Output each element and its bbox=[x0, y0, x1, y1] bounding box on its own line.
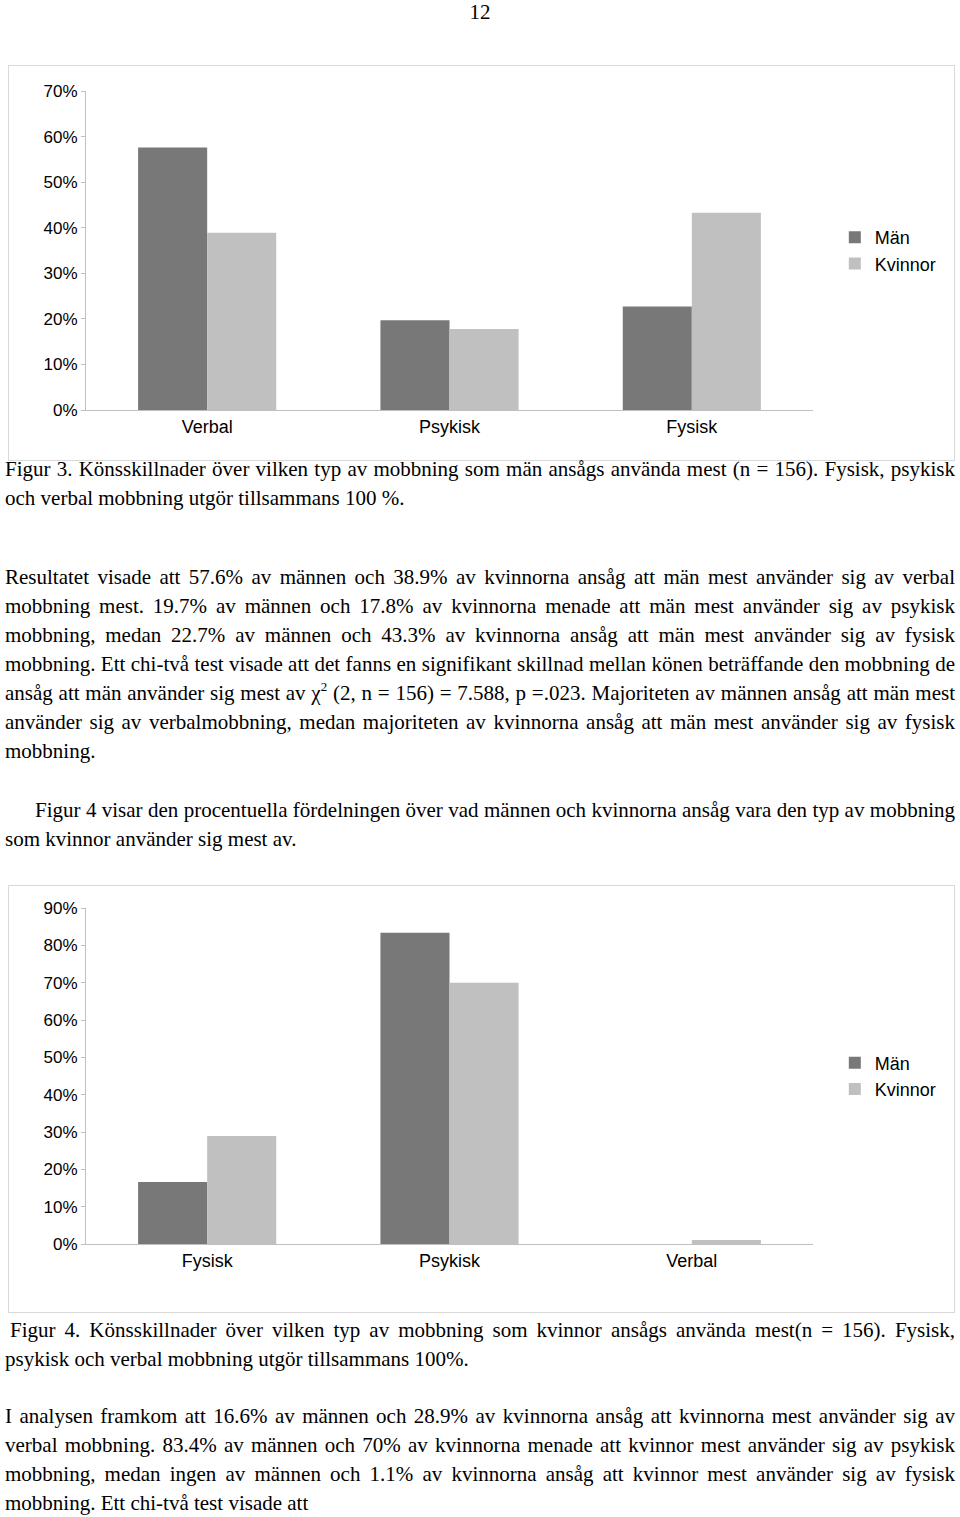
html-text:Figur 4. Könsskillnader över v: Figur 4. Könsskillnader över vilken typ … bbox=[5, 1318, 955, 1371]
svg-text:Män: Män bbox=[875, 1054, 910, 1074]
svg-text:40%: 40% bbox=[44, 1086, 78, 1105]
html-text:I analysen framkom att 16.6% a: I analysen framkom att 16.6% av männen o… bbox=[5, 1404, 955, 1515]
svg-text:70%: 70% bbox=[44, 974, 78, 993]
html-text:Figur 3. Könsskillnader över v: Figur 3. Könsskillnader över vilken typ … bbox=[5, 457, 955, 510]
svg-text:20%: 20% bbox=[44, 310, 78, 329]
svg-text:Psykisk: Psykisk bbox=[419, 1251, 481, 1271]
svg-text:Män: Män bbox=[875, 228, 910, 248]
svg-text:10%: 10% bbox=[44, 355, 78, 374]
svg-text:90%: 90% bbox=[44, 899, 78, 918]
svg-text:10%: 10% bbox=[44, 1198, 78, 1217]
svg-text:Fysisk: Fysisk bbox=[666, 417, 718, 437]
svg-text:0%: 0% bbox=[53, 1235, 78, 1254]
svg-text:Verbal: Verbal bbox=[182, 417, 233, 437]
svg-text:Verbal: Verbal bbox=[666, 1251, 717, 1271]
svg-text:80%: 80% bbox=[44, 936, 78, 955]
svg-text:30%: 30% bbox=[44, 264, 78, 283]
svg-text:Psykisk: Psykisk bbox=[419, 417, 481, 437]
svg-text:50%: 50% bbox=[44, 173, 78, 192]
html-text:Figur 4 visar den procentuella: Figur 4 visar den procentuella fördelnin… bbox=[5, 798, 955, 851]
svg-text:40%: 40% bbox=[44, 219, 78, 238]
svg-text:30%: 30% bbox=[44, 1123, 78, 1142]
svg-text:Fysisk: Fysisk bbox=[182, 1251, 234, 1271]
svg-text:70%: 70% bbox=[44, 82, 78, 101]
svg-text:Kvinnor: Kvinnor bbox=[875, 255, 936, 275]
svg-text:Kvinnor: Kvinnor bbox=[875, 1080, 936, 1100]
svg-text:0%: 0% bbox=[53, 401, 78, 420]
html-text:12: 12 bbox=[469, 0, 491, 24]
svg-text:60%: 60% bbox=[44, 1011, 78, 1030]
html-text:Resultatet visade att 57.6% av: Resultatet visade att 57.6% av männen oc… bbox=[5, 565, 955, 763]
svg-text:60%: 60% bbox=[44, 128, 78, 147]
svg-text:50%: 50% bbox=[44, 1048, 78, 1067]
svg-text:20%: 20% bbox=[44, 1160, 78, 1179]
